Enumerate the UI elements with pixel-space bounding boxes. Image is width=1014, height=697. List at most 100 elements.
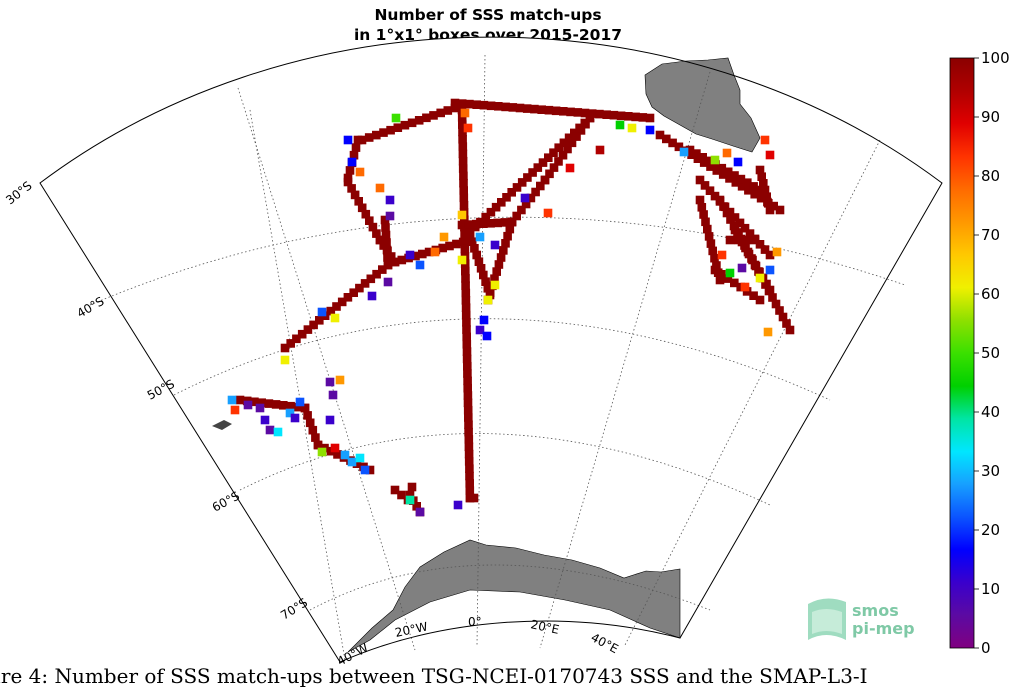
matchup-cell (549, 148, 558, 157)
matchup-cell (343, 177, 353, 187)
matchup-cell (712, 166, 722, 175)
matchup-cell (581, 119, 590, 129)
matchup-cell (458, 135, 467, 144)
matchup-cell (522, 104, 532, 113)
matchup-cell (365, 216, 374, 225)
matchup-cell (566, 107, 575, 117)
matchup-cell (457, 113, 467, 122)
matchup-cell (472, 219, 481, 229)
matchup-cell (332, 302, 341, 311)
matchup-cell (317, 447, 327, 457)
matchup-cell (523, 173, 532, 182)
matchup-cell (457, 99, 467, 108)
matchup-cell (479, 219, 488, 228)
matchup-cell (725, 174, 734, 183)
matchup-cell (706, 162, 715, 171)
matchup-cell (710, 191, 720, 201)
matchup-cell (526, 193, 536, 203)
parallel-70s (309, 564, 711, 611)
matchup-cell (760, 135, 770, 145)
matchup-cell (483, 295, 493, 305)
lat-label-60s: 60°S (210, 489, 242, 515)
matchup-cell (701, 217, 710, 227)
matchup-cell (453, 500, 463, 510)
matchup-cell (544, 153, 553, 162)
matchup-cell (531, 187, 540, 197)
matchup-cell (459, 200, 469, 210)
matchup-cell (530, 104, 539, 114)
matchup-cell (378, 265, 387, 274)
matchup-cell (765, 205, 775, 215)
matchup-cell (430, 247, 440, 257)
matchup-cell (765, 150, 775, 160)
matchup-cell (365, 465, 375, 475)
matchup-cell (464, 457, 474, 466)
matchup-cell (573, 108, 583, 117)
matchup-cell (587, 109, 597, 118)
matchup-cell (464, 413, 473, 422)
matchup-cell (415, 507, 425, 517)
matchup-cell (357, 203, 367, 213)
matchup-cell (475, 325, 485, 335)
matchup-cell (412, 502, 421, 511)
matchup-cell (481, 212, 490, 222)
matchup-cell (391, 113, 401, 123)
matchup-cell (482, 331, 492, 341)
matchup-cell (273, 427, 283, 437)
matchup-cell (772, 247, 782, 257)
matchup-cell (760, 245, 770, 254)
matchup-cell (464, 442, 474, 452)
matchup-cell (354, 197, 363, 206)
matchup-cell (564, 133, 574, 143)
matchup-cell (383, 260, 393, 270)
matchup-cell (355, 453, 365, 463)
matchup-cell (397, 255, 407, 265)
matchup-cell (490, 274, 499, 283)
matchup-cell (479, 100, 489, 110)
matchup-cell (385, 195, 395, 205)
matchup-cell (424, 247, 434, 257)
matchup-cell (500, 218, 510, 227)
matchup-cell (464, 427, 473, 437)
matchup-cell (549, 163, 559, 172)
matchup-cell (280, 355, 290, 365)
matchup-cell (400, 120, 410, 130)
matchup-cell (759, 179, 768, 188)
matchup-cell (367, 291, 377, 301)
matchup-cell (699, 158, 709, 167)
matchup-cell (450, 98, 460, 108)
figure-caption: ure 4: Number of SSS match-ups between T… (0, 664, 868, 688)
matchup-cell (458, 164, 468, 173)
matchup-cell (543, 208, 553, 218)
matchup-cell (743, 178, 752, 187)
matchup-cell (726, 215, 735, 224)
matchup-cell (551, 106, 561, 116)
matchup-cell (464, 449, 474, 459)
meridian-40w-inner (249, 109, 346, 661)
matchup-cell (347, 457, 357, 467)
matchup-cell (230, 405, 240, 415)
land-south-africa (644, 57, 761, 153)
matchup-cell (711, 160, 720, 169)
matchup-cell (679, 147, 689, 157)
matchup-cell (349, 150, 359, 160)
colorbar-tick-label-10: 10 (981, 580, 1000, 598)
lat-label-50s: 50°S (145, 377, 177, 403)
matchup-cell (505, 224, 515, 234)
colorbar-tick-label-0: 0 (981, 639, 991, 657)
matchup-cell (627, 123, 637, 133)
matchup-cell (460, 215, 469, 225)
matchup-cell (462, 354, 472, 364)
matchup-cell (357, 135, 367, 145)
matchup-cell (695, 195, 705, 205)
matchup-cell (469, 493, 479, 503)
matchup-cell (463, 398, 473, 408)
matchup-cell (461, 303, 471, 312)
matchup-cell (326, 306, 336, 316)
matchup-cell (775, 205, 785, 215)
matchup-cell (390, 485, 400, 495)
matchup-cell (493, 218, 502, 228)
matchup-cell (563, 144, 572, 154)
matchup-cell (731, 178, 741, 187)
matchup-cells (227, 98, 795, 517)
